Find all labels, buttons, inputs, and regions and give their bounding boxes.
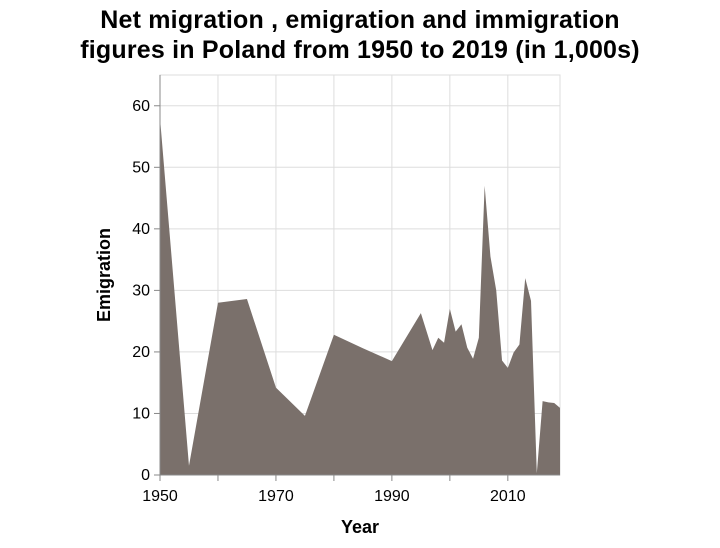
y-tick-label: 60 <box>132 98 150 115</box>
x-axis-label: Year <box>341 517 379 537</box>
x-tick-label: 1950 <box>142 488 178 505</box>
x-tick-label: 1990 <box>374 488 410 505</box>
x-tick-label: 1970 <box>258 488 294 505</box>
y-tick-label: 40 <box>132 221 150 238</box>
axes <box>154 75 560 481</box>
emigration-area <box>160 118 560 476</box>
x-tick-label: 2010 <box>490 488 526 505</box>
chart-title-line-1: Net migration , emigration and immigrati… <box>100 6 620 34</box>
y-tick-label: 0 <box>141 467 150 484</box>
y-tick-label: 50 <box>132 159 150 176</box>
chart-title-line-2: figures in Poland from 1950 to 2019 (in … <box>80 36 640 64</box>
y-tick-label: 20 <box>132 344 150 361</box>
y-axis-label: Emigration <box>94 228 114 322</box>
y-tick-label: 10 <box>132 405 150 422</box>
y-tick-label: 30 <box>132 282 150 299</box>
tick-labels: 0 10 20 30 40 50 60 1950 1970 1990 2010 <box>132 98 526 505</box>
